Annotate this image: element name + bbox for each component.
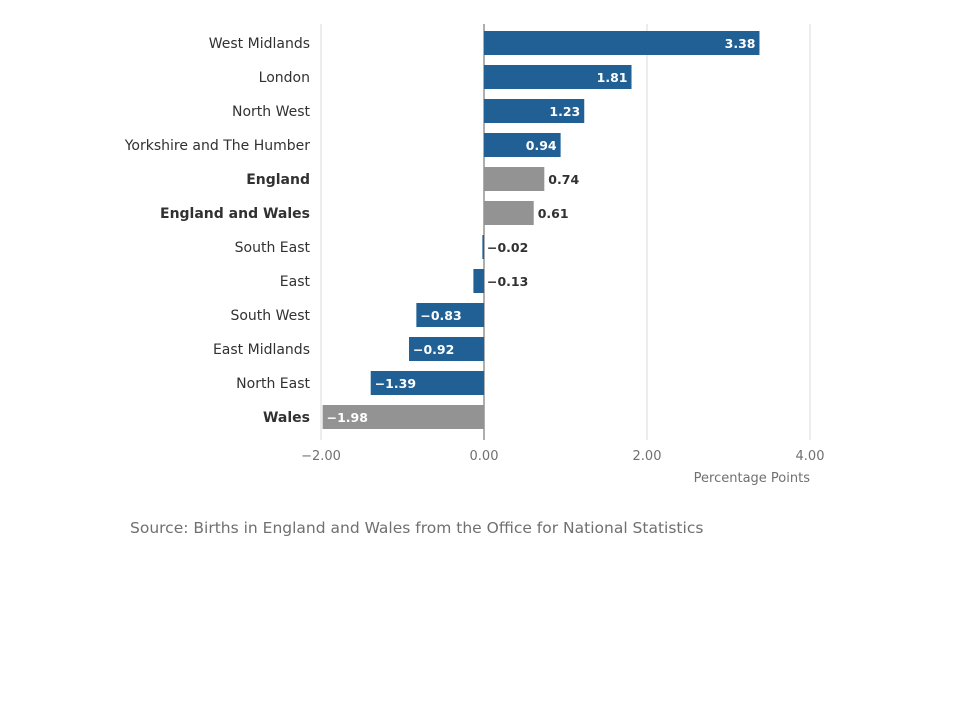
bar [484,31,760,55]
data-label: 1.23 [549,104,580,119]
data-label: −0.13 [487,274,528,289]
bar-chart: 3.38 1.81 1.23 0.94 0.74 0.61 −0.02 −0.13 −0.83 −… [124,24,824,486]
bar [484,133,561,157]
data-label: −1.98 [327,410,368,425]
grid-lines [320,24,811,440]
category-label: South West [230,308,310,324]
bar [484,65,632,89]
category-label: England and Wales [160,206,310,222]
category-labels: West Midlands London North West Yorkshire a… [124,36,311,426]
bar [370,371,484,395]
data-label: 3.38 [725,36,756,51]
source-note: Source: Births in England and Wales from… [130,519,704,537]
x-axis-title: Percentage Points [694,471,811,486]
bar [416,303,484,327]
data-label: −0.92 [413,342,454,357]
category-label: East [280,274,311,290]
category-label: North East [236,376,310,392]
x-tick-label: −2.00 [301,449,341,464]
category-label: London [259,70,310,86]
x-tick-label: 0.00 [470,449,499,464]
data-label: −0.83 [420,308,461,323]
category-label: North West [232,104,311,120]
data-label: 0.74 [548,172,579,187]
data-label: 1.81 [597,70,628,85]
category-label: South East [235,240,311,256]
category-label: Yorkshire and The Humber [124,138,311,154]
category-label: Wales [263,410,310,426]
x-tick-labels: −2.00 0.00 2.00 4.00 [301,449,824,464]
bar [484,167,545,191]
category-label: East Midlands [213,342,310,358]
data-label: 0.94 [526,138,557,153]
bar [322,405,484,429]
bar [482,235,484,259]
category-label: West Midlands [209,36,310,52]
bar [473,269,484,293]
data-label: −1.39 [375,376,416,391]
bar [409,337,484,361]
bar [484,99,585,123]
x-tick-label: 2.00 [633,449,662,464]
data-label: −0.02 [487,240,528,255]
data-label: 0.61 [538,206,569,221]
bars: 3.38 1.81 1.23 0.94 0.74 0.61 −0.02 −0.13 −0.83 −… [322,31,760,429]
x-tick-label: 4.00 [796,449,825,464]
category-label: England [246,172,310,188]
bar [484,201,534,225]
